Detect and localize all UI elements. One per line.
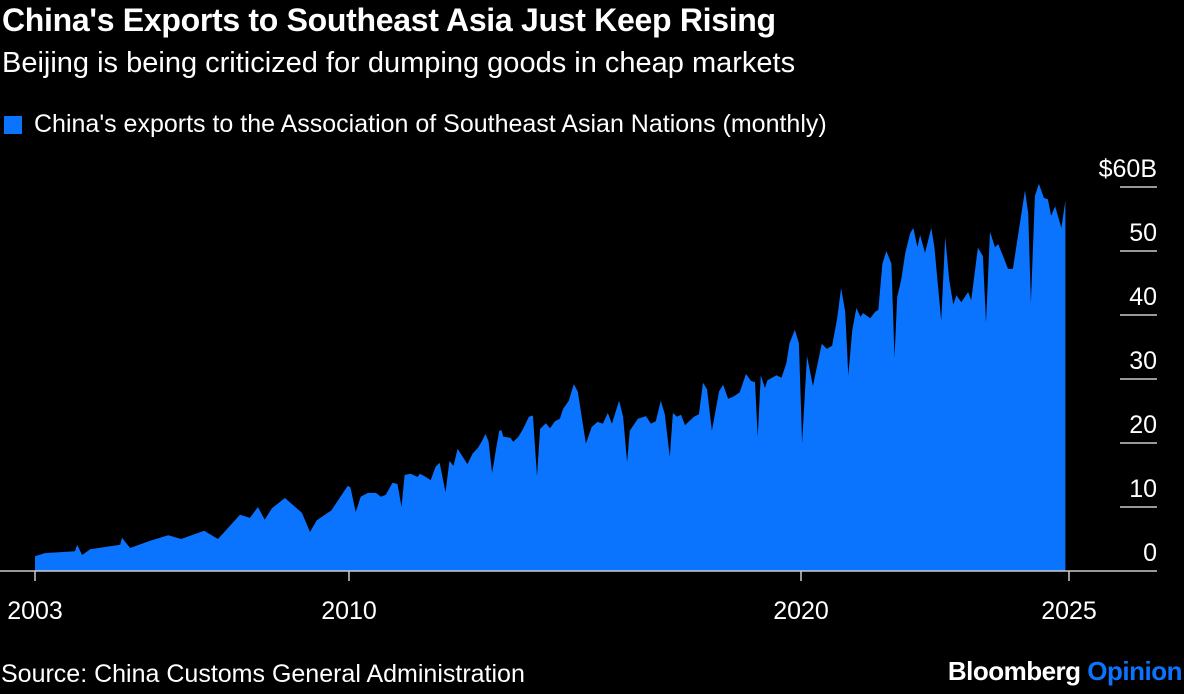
x-tick-label: 2010 <box>321 597 377 625</box>
y-tick-label: 40 <box>1129 283 1157 311</box>
x-axis: 2003 2010 2020 2025 <box>0 570 1157 625</box>
legend: China's exports to the Association of So… <box>4 110 827 139</box>
x-tick-label: 2025 <box>1041 597 1097 625</box>
y-tick-label: 50 <box>1129 219 1157 247</box>
y-tick-label: 10 <box>1129 475 1157 503</box>
y-tick-label: 30 <box>1129 347 1157 375</box>
gridlines <box>1120 186 1157 508</box>
y-axis: 0 10 20 30 40 50 $60B <box>1099 155 1157 567</box>
y-tick-label: $60B <box>1099 155 1157 183</box>
logo-brand: Bloomberg <box>947 656 1081 686</box>
x-tick-label: 2020 <box>773 597 829 625</box>
bloomberg-opinion-logo: Bloomberg Opinion <box>947 656 1183 687</box>
legend-label: China's exports to the Association of So… <box>34 110 827 138</box>
series-area <box>35 183 1066 572</box>
source-note: Source: China Customs General Administra… <box>1 660 525 688</box>
chart-title: China's Exports to Southeast Asia Just K… <box>2 2 776 38</box>
legend-swatch <box>4 115 22 134</box>
y-tick-label: 20 <box>1129 411 1157 439</box>
y-tick-label: 0 <box>1143 539 1157 567</box>
logo-section: Opinion <box>1087 656 1182 686</box>
chart-subtitle: Beijing is being criticized for dumping … <box>2 47 796 79</box>
x-tick-label: 2003 <box>7 597 63 625</box>
